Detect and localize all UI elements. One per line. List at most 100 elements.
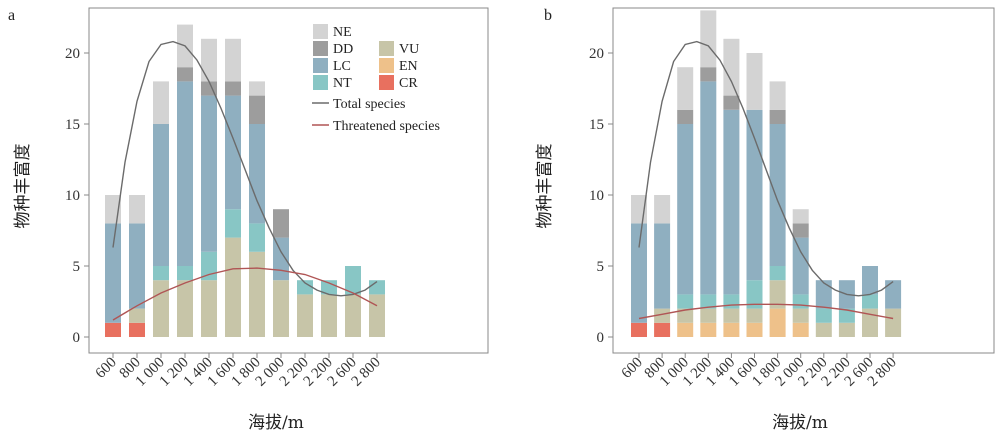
total-species-line xyxy=(638,40,894,297)
bar-segment-vu xyxy=(225,237,241,337)
bar-segment-vu xyxy=(369,294,385,337)
bar-segment-lc xyxy=(677,124,694,295)
bar-segment-vu xyxy=(700,308,717,323)
bar-segment-lc xyxy=(723,109,740,295)
bar-segment-vu xyxy=(792,308,809,323)
bar-segment-vu xyxy=(249,251,265,337)
bar-segment-nt xyxy=(249,223,265,252)
bar-segment-nt xyxy=(700,294,717,309)
y-tick-label: 10 xyxy=(589,188,604,204)
bar-segment-dd xyxy=(177,67,193,82)
bar-segment-lc xyxy=(885,280,902,309)
y-tick-label: 0 xyxy=(597,330,605,346)
bar-segment-lc xyxy=(273,237,289,281)
bar-segment-vu xyxy=(201,280,217,337)
bar-segment-lc xyxy=(631,223,647,323)
bar-segment-lc xyxy=(105,223,121,323)
bar-segment-cr xyxy=(129,322,145,337)
bar-segment-dd xyxy=(677,109,694,124)
bar-segment-lc xyxy=(153,124,169,266)
legend-swatch-ne xyxy=(313,24,328,39)
legend-label-total-species: Total species xyxy=(333,97,406,112)
plot-frame xyxy=(88,7,489,354)
bar-segment-ne xyxy=(153,81,169,124)
bar-segment-nt xyxy=(838,308,855,323)
bar-segment-ne xyxy=(769,81,786,110)
y-tick-label: 5 xyxy=(73,259,81,275)
bar-segment-nt xyxy=(746,280,763,309)
bar-segment-nt xyxy=(769,266,786,281)
bar-segment-en xyxy=(746,322,763,337)
bar-segment-dd xyxy=(769,109,786,124)
y-axis-title: 物种丰富度 xyxy=(13,144,33,229)
legend-label-nt: NT xyxy=(333,76,352,91)
x-axis-title: 海拔/m xyxy=(248,413,304,433)
bar-segment-ne xyxy=(723,38,740,96)
bar-segment-ne xyxy=(677,67,694,110)
bar-segment-en xyxy=(769,308,786,337)
legend-swatch-nt xyxy=(313,75,328,90)
plot-frame xyxy=(612,7,995,354)
bar-segment-nt xyxy=(815,308,832,323)
bar-segment-lc xyxy=(249,124,265,224)
y-axis-title: 物种丰富度 xyxy=(535,144,555,229)
legend-swatch-cr xyxy=(379,75,394,90)
bar-segment-nt xyxy=(677,294,694,309)
bar-segment-ne xyxy=(746,53,763,110)
bar-segment-nt xyxy=(225,209,241,238)
bar-segment-vu xyxy=(153,280,169,337)
bar-segment-dd xyxy=(225,81,241,96)
bar-segment-vu xyxy=(815,322,832,337)
bar-segment-lc xyxy=(129,223,145,309)
bar-segment-vu xyxy=(769,280,786,309)
x-tick-label: 600 xyxy=(93,355,120,382)
legend-label-dd: DD xyxy=(333,42,353,57)
x-tick-label: 2 800 xyxy=(349,355,384,390)
bar-segment-lc xyxy=(815,280,832,309)
bar-segment-dd xyxy=(249,95,265,124)
bar-segment-vu xyxy=(746,308,763,323)
y-tick-label: 15 xyxy=(589,117,604,133)
bar-segment-vu xyxy=(345,294,361,337)
legend-swatch-dd xyxy=(313,41,328,56)
bar-segment-vu xyxy=(654,308,671,323)
bar-segment-en xyxy=(700,322,717,337)
x-tick-label: 600 xyxy=(619,355,646,382)
bar-segment-cr xyxy=(631,322,647,337)
bar-segment-lc xyxy=(769,124,786,266)
legend-label-ne: NE xyxy=(333,25,352,40)
bar-segment-en xyxy=(723,322,740,337)
bar-segment-nt xyxy=(177,266,193,281)
y-tick-label: 20 xyxy=(65,46,80,62)
bar-segment-ne xyxy=(225,38,241,82)
bar-segment-lc xyxy=(792,237,809,295)
bar-segment-cr xyxy=(654,322,671,337)
bar-segment-vu xyxy=(129,308,145,323)
legend: NE DD LC NT VU EN CR Total species Threatened sp… xyxy=(312,24,440,134)
bar-segment-nt xyxy=(153,266,169,281)
bar-segment-ne xyxy=(654,195,671,224)
threatened-species-line xyxy=(112,267,378,321)
y-tick-label: 0 xyxy=(73,330,81,346)
legend-label-cr: CR xyxy=(399,76,418,91)
bar-segment-vu xyxy=(297,294,313,337)
legend-label-threatened-species: Threatened species xyxy=(333,119,440,134)
bar-segment-nt xyxy=(297,280,313,295)
bar-segment-ne xyxy=(249,81,265,96)
bar-segment-vu xyxy=(885,308,902,337)
x-axis-title: 海拔/m xyxy=(772,413,828,433)
panel-label: b xyxy=(544,7,552,24)
bar-segment-dd xyxy=(273,209,289,238)
panel-label: a xyxy=(8,7,15,24)
bar-segment-vu xyxy=(723,308,740,323)
bar-segment-dd xyxy=(792,223,809,238)
total-species-line xyxy=(112,40,378,297)
bar-segment-vu xyxy=(177,280,193,337)
bar-segment-dd xyxy=(700,67,717,82)
bar-segment-lc xyxy=(177,81,193,267)
legend-swatch-vu xyxy=(379,41,394,56)
bar-segment-cr xyxy=(105,322,121,337)
legend-swatch-en xyxy=(379,58,394,73)
bar-segment-nt xyxy=(792,294,809,309)
